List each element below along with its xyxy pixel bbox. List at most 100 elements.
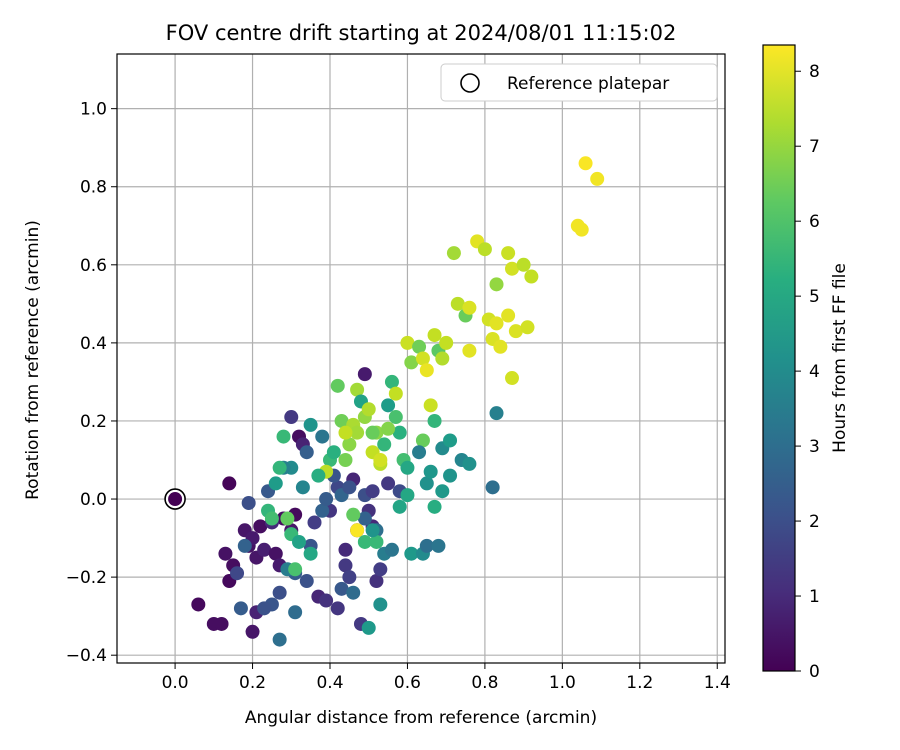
data-point bbox=[264, 511, 279, 526]
colorbar-tick-label: 8 bbox=[809, 62, 820, 82]
data-point bbox=[574, 222, 589, 237]
x-tick-label: 0.2 bbox=[239, 673, 266, 693]
chart-title: FOV centre drift starting at 2024/08/01 … bbox=[166, 21, 677, 45]
legend-entry-label: Reference platepar bbox=[507, 74, 669, 94]
data-point bbox=[222, 476, 237, 491]
data-point bbox=[435, 484, 450, 499]
data-point bbox=[299, 445, 314, 460]
y-tick-label: 0.6 bbox=[80, 256, 107, 276]
data-point bbox=[489, 406, 504, 421]
data-point bbox=[237, 538, 252, 553]
data-point bbox=[338, 453, 353, 467]
colorbar-tick-label: 1 bbox=[809, 587, 820, 607]
x-axis-label: Angular distance from reference (arcmin) bbox=[245, 708, 597, 728]
y-tick-label: 0.0 bbox=[80, 490, 107, 510]
data-point bbox=[477, 242, 492, 257]
y-tick-label: 0.2 bbox=[80, 412, 107, 432]
data-point bbox=[338, 542, 353, 557]
data-point bbox=[245, 624, 260, 639]
data-point bbox=[350, 523, 365, 538]
data-point bbox=[450, 296, 465, 311]
data-point bbox=[520, 320, 535, 335]
data-point bbox=[400, 335, 415, 350]
legend: Reference platepar bbox=[440, 63, 718, 102]
x-axis-ticks: 0.0 0.2 0.4 0.6 0.8 1.0 1.2 1.4 bbox=[162, 663, 731, 693]
data-point bbox=[505, 261, 520, 276]
colorbar-gradient bbox=[762, 44, 796, 672]
y-axis-label: Rotation from reference (arcmin) bbox=[23, 220, 43, 500]
data-point bbox=[272, 632, 287, 647]
data-point bbox=[257, 542, 272, 557]
data-point bbox=[288, 605, 303, 620]
data-point bbox=[319, 492, 334, 507]
x-tick-label: 0.8 bbox=[471, 673, 498, 693]
data-point bbox=[388, 410, 403, 425]
data-point bbox=[350, 425, 365, 440]
grid-lines bbox=[117, 54, 725, 663]
y-tick-label: 0.4 bbox=[80, 334, 107, 354]
data-point bbox=[439, 335, 454, 350]
data-point bbox=[485, 480, 500, 495]
legend-box bbox=[440, 63, 718, 102]
data-point bbox=[493, 339, 508, 354]
data-point bbox=[346, 585, 361, 600]
data-point bbox=[350, 382, 365, 397]
data-point bbox=[311, 468, 326, 483]
y-tick-label: 0.8 bbox=[80, 178, 107, 198]
data-point bbox=[288, 562, 303, 577]
data-point bbox=[319, 593, 334, 608]
data-point bbox=[384, 374, 399, 389]
data-point bbox=[373, 453, 388, 467]
data-point bbox=[315, 503, 330, 518]
colorbar: 0 1 2 3 4 5 6 7 8 Hours from first FF file bbox=[762, 44, 850, 682]
data-point bbox=[361, 402, 376, 417]
legend-marker-icon bbox=[460, 73, 480, 93]
colorbar-tick-label: 2 bbox=[809, 512, 820, 532]
data-point bbox=[489, 316, 504, 331]
data-point bbox=[307, 515, 322, 530]
data-point bbox=[446, 246, 461, 261]
data-point bbox=[462, 456, 477, 471]
reference-point-marker bbox=[164, 488, 186, 510]
data-point bbox=[505, 371, 520, 386]
data-point bbox=[272, 460, 287, 475]
data-point bbox=[218, 546, 233, 561]
x-tick-label: 1.2 bbox=[626, 673, 653, 693]
data-point bbox=[419, 363, 434, 378]
data-point bbox=[489, 277, 504, 292]
data-point bbox=[462, 300, 477, 315]
data-point bbox=[427, 328, 442, 343]
data-point bbox=[334, 581, 349, 596]
data-point bbox=[303, 417, 318, 432]
data-point bbox=[365, 484, 380, 499]
data-point bbox=[392, 499, 407, 514]
colorbar-tick-label: 5 bbox=[809, 287, 820, 307]
data-point bbox=[373, 562, 388, 577]
data-point bbox=[241, 495, 256, 510]
data-point bbox=[381, 476, 396, 491]
data-point bbox=[431, 538, 446, 553]
data-point bbox=[419, 476, 434, 491]
data-point bbox=[578, 156, 593, 171]
x-tick-label: 0.4 bbox=[316, 673, 343, 693]
data-point bbox=[419, 538, 434, 553]
data-point bbox=[384, 542, 399, 557]
y-tick-label: −0.4 bbox=[66, 646, 107, 666]
data-point bbox=[381, 421, 396, 436]
data-point bbox=[365, 523, 380, 538]
data-point bbox=[443, 433, 458, 448]
data-point bbox=[404, 546, 419, 561]
data-point bbox=[315, 429, 330, 444]
data-point bbox=[342, 437, 357, 452]
data-point bbox=[412, 339, 427, 354]
data-point bbox=[412, 445, 427, 460]
data-point bbox=[516, 257, 531, 272]
data-point bbox=[357, 367, 372, 382]
axes-frame bbox=[116, 53, 726, 664]
data-point bbox=[392, 425, 407, 440]
data-point bbox=[415, 433, 430, 448]
data-point bbox=[230, 566, 245, 581]
scatter-points bbox=[191, 156, 605, 647]
data-point bbox=[369, 574, 384, 589]
data-point bbox=[373, 597, 388, 612]
